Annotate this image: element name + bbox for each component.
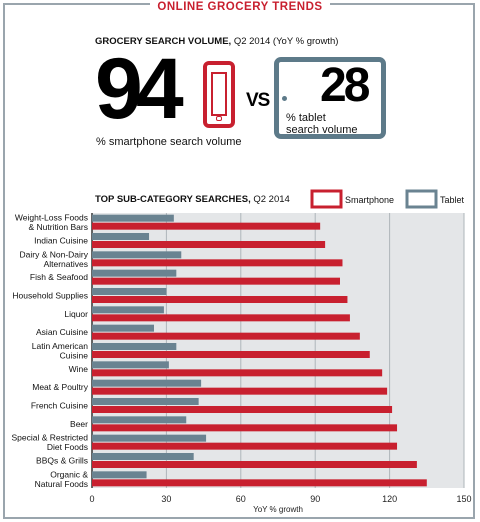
x-tick-label: 60 [236, 494, 246, 504]
category-label: Organic & [50, 469, 88, 479]
chart-title: TOP SUB-CATEGORY SEARCHES, [95, 194, 251, 205]
tablet-caption-line2: search volume [286, 124, 358, 136]
category-label: Weight-Loss Foods [15, 213, 88, 223]
bar-smartphone [92, 424, 398, 432]
bar-tablet [92, 416, 187, 424]
bar-smartphone [92, 314, 350, 322]
category-label: Dairy & Non-Dairy [20, 249, 89, 259]
category-label: Latin American [32, 341, 88, 351]
x-tick-label: 90 [310, 494, 320, 504]
smartphone-caption: % smartphone search volume [96, 136, 242, 148]
bar-smartphone [92, 222, 321, 230]
category-label: French Cuisine [31, 401, 88, 411]
bar-tablet [92, 233, 150, 240]
tablet-caption: % tablet search volume [286, 112, 358, 136]
category-label: Meat & Poultry [32, 382, 88, 392]
smartphone-icon [203, 61, 235, 128]
category-label: Cuisine [60, 351, 89, 361]
volume-heading: GROCERY SEARCH VOLUME, Q2 2014 (YoY % gr… [95, 36, 338, 47]
x-tick-label: 120 [382, 494, 397, 504]
category-label: Beer [70, 419, 88, 429]
x-tick-label: 30 [161, 494, 171, 504]
bar-smartphone [92, 277, 340, 285]
category-label: Indian Cuisine [34, 236, 88, 246]
x-tick-label: 150 [456, 494, 471, 504]
category-label: Liquor [64, 309, 88, 319]
bar-tablet [92, 361, 169, 369]
category-label: Diet Foods [47, 442, 88, 452]
category-label: Fish & Seafood [30, 272, 88, 282]
bar-smartphone [92, 442, 398, 450]
bar-smartphone [92, 461, 417, 468]
bar-smartphone [92, 241, 326, 248]
tablet-icon [274, 57, 386, 139]
category-label: Special & Restricted [11, 433, 88, 443]
bar-tablet [92, 453, 194, 460]
bar-tablet [92, 471, 147, 479]
tablet-home-button [282, 96, 287, 101]
volume-heading-rest: Q2 2014 (YoY % growth) [231, 36, 339, 47]
category-label: Asian Cuisine [36, 327, 88, 337]
x-axis-label: YoY % growth [253, 505, 303, 514]
x-tick-label: 0 [89, 494, 94, 504]
vs-label: VS [246, 90, 270, 111]
bar-tablet [92, 214, 174, 222]
phone-screen [211, 72, 227, 116]
bar-tablet [92, 398, 199, 405]
bar-smartphone [92, 351, 370, 358]
bar-smartphone [92, 406, 393, 413]
bar-smartphone [92, 479, 427, 487]
bar-tablet [92, 288, 167, 295]
legend-label-tablet: Tablet [440, 195, 465, 205]
bar-tablet [92, 306, 164, 314]
bar-tablet [92, 434, 207, 442]
phone-home-button [216, 116, 222, 121]
plot-background [92, 213, 464, 488]
bar-smartphone [92, 387, 388, 395]
tablet-caption-line1: % tablet [286, 112, 326, 124]
bar-smartphone [92, 332, 360, 340]
bar-tablet [92, 379, 202, 387]
bar-tablet [92, 269, 177, 277]
chart-subtitle: Q2 2014 [250, 194, 290, 205]
bar-tablet [92, 251, 182, 259]
category-label: Household Supplies [12, 291, 88, 301]
smartphone-value: 94 [95, 41, 184, 137]
page-title: ONLINE GROCERY TRENDS [150, 0, 330, 14]
category-label: & Nutrition Bars [28, 222, 88, 232]
category-label: Natural Foods [35, 479, 88, 489]
volume-heading-bold: GROCERY SEARCH VOLUME, [95, 36, 232, 47]
legend-swatch-tablet [405, 189, 438, 209]
bar-smartphone [92, 259, 343, 267]
category-label: BBQs & Grills [36, 456, 88, 466]
bar-tablet [92, 343, 177, 350]
bar-tablet [92, 324, 154, 332]
chart-heading: TOP SUB-CATEGORY SEARCHES, Q2 2014 [95, 194, 290, 205]
tablet-value: 28 [320, 59, 370, 112]
category-label: Wine [69, 364, 89, 374]
legend-label-smartphone: Smartphone [345, 195, 394, 205]
bar-smartphone [92, 369, 383, 377]
legend-swatch-smartphone [310, 189, 343, 209]
category-label: Alternatives [44, 259, 88, 269]
bar-smartphone [92, 296, 348, 303]
